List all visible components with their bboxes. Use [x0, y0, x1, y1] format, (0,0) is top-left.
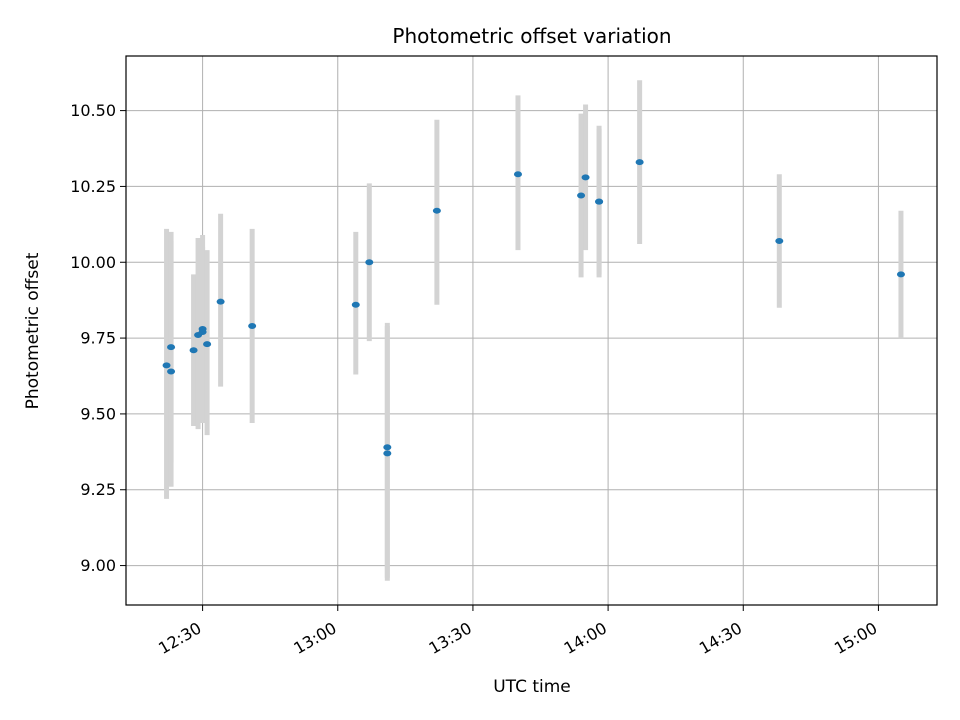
data-point	[383, 444, 392, 451]
y-axis-ticks: 9.00 9.25 9.50 9.75 10.00 10.25 10.50	[70, 101, 126, 575]
data-point	[189, 347, 198, 354]
y-tick-label: 9.00	[80, 556, 116, 575]
data-points	[162, 159, 905, 457]
data-point	[203, 341, 212, 348]
y-tick-label: 10.25	[70, 177, 116, 196]
chart-title: Photometric offset variation	[392, 24, 671, 48]
x-axis-title: UTC time	[493, 677, 571, 697]
data-point	[896, 271, 905, 278]
data-point	[581, 174, 590, 181]
data-point	[365, 259, 374, 266]
data-point	[162, 362, 171, 369]
data-point	[635, 159, 644, 166]
data-point	[775, 238, 784, 245]
data-point	[167, 344, 176, 351]
data-point	[577, 192, 586, 199]
data-point	[198, 329, 207, 336]
grid-lines	[126, 56, 937, 605]
data-point	[595, 198, 604, 205]
plot-frame	[125, 55, 938, 606]
y-axis-title: Photometric offset	[23, 252, 43, 409]
data-point	[383, 450, 392, 457]
data-point	[432, 207, 441, 214]
data-point	[167, 368, 176, 375]
y-tick-label: 10.50	[70, 101, 116, 120]
y-tick-label: 9.75	[80, 329, 116, 348]
data-point	[248, 322, 257, 329]
data-point	[216, 298, 225, 305]
y-tick-label: 9.25	[80, 480, 116, 499]
data-point	[351, 301, 360, 308]
y-tick-label: 9.50	[80, 404, 116, 423]
data-point	[513, 171, 522, 178]
y-tick-label: 10.00	[70, 253, 116, 272]
